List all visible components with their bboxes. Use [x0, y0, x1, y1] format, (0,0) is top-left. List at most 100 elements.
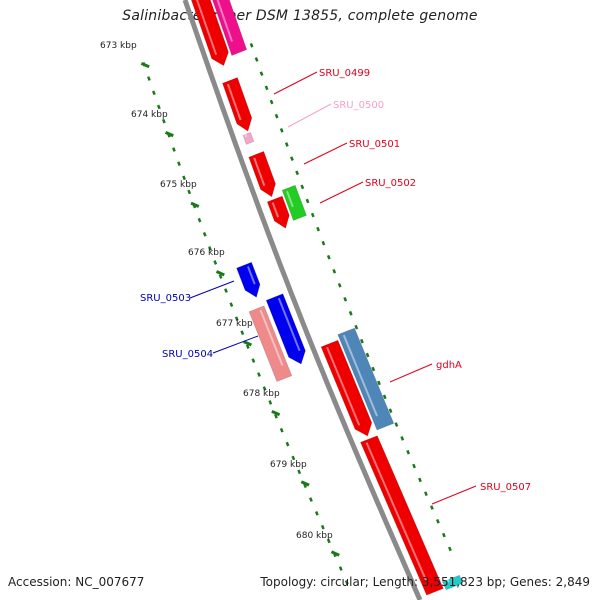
outer-dot [312, 213, 313, 217]
ruler-dot [322, 525, 323, 529]
leader-line [274, 72, 317, 94]
ruler-dot [220, 275, 221, 279]
outer-dot [256, 58, 257, 62]
outer-dot [344, 297, 345, 301]
ruler-ticks [141, 63, 339, 555]
outer-dot [271, 100, 272, 104]
ruler-dot [287, 442, 288, 446]
ruler-tick [216, 272, 224, 275]
gene-label-sru-0504[interactable]: SRU_0504 [162, 349, 213, 360]
ruler-dot [340, 567, 341, 571]
outer-dot [302, 185, 303, 189]
ruler-label-678: 678 kbp [243, 389, 280, 399]
outer-dot [402, 437, 403, 441]
gene-label-sru-0501[interactable]: SRU_0501 [349, 139, 400, 150]
ruler-dot [275, 414, 276, 418]
outer-dot [323, 241, 324, 245]
ruler-dot [188, 190, 189, 194]
outer-dot [396, 423, 397, 427]
ruler-label-675: 675 kbp [160, 180, 197, 190]
outer-dot [425, 492, 426, 496]
accession-text: Accession: NC_007677 [8, 575, 144, 589]
outer-dot [281, 128, 282, 132]
ruler-dot [178, 162, 179, 166]
ruler-dot [310, 498, 311, 502]
gene-label-sru-0502[interactable]: SRU_0502 [365, 178, 416, 189]
ruler-tick [301, 482, 309, 485]
genome-backbone [185, 0, 420, 600]
outer-dot [413, 464, 414, 468]
ruler-dot [199, 218, 200, 222]
ruler-dot [158, 105, 159, 109]
ruler-label-676: 676 kbp [188, 248, 225, 258]
gene-label-sru-0507[interactable]: SRU_0507 [480, 482, 531, 493]
ruler-dot [173, 148, 174, 152]
ruler-tick [141, 63, 149, 66]
gene-label-gdha[interactable]: gdhA [436, 360, 462, 371]
leader-line [390, 364, 432, 382]
outer-dot [361, 339, 362, 343]
ruler-label-673: 673 kbp [100, 41, 137, 51]
ruler-dot [153, 91, 154, 95]
outer-dot [367, 353, 368, 357]
ruler-dot [231, 303, 232, 307]
ruler-dot [270, 401, 271, 405]
ruler-dot [298, 470, 299, 474]
outer-dot [317, 227, 318, 231]
outer-dot [373, 367, 374, 371]
outer-dot [443, 533, 444, 537]
gene-label-sru-0503[interactable]: SRU_0503 [140, 293, 191, 304]
ruler-dot [215, 261, 216, 265]
ruler-tick [191, 203, 199, 206]
ruler-dot [258, 373, 259, 377]
leader-line [190, 281, 234, 298]
gene-features [191, 0, 463, 595]
ruler-dot [253, 359, 254, 363]
ruler-dot [281, 428, 282, 432]
outer-dot [431, 506, 432, 510]
outer-dot [437, 519, 438, 523]
leader-line [288, 104, 331, 127]
ruler-tick [272, 411, 280, 414]
genome-stats-text: Topology: circular; Length: 3,551,823 bp… [260, 575, 590, 589]
outer-dot [291, 157, 292, 161]
ruler-dot [242, 331, 243, 335]
outer-dot [307, 199, 308, 203]
ruler-dot [316, 511, 317, 515]
outer-dot [419, 478, 420, 482]
gene-sru-0507-shade [367, 443, 427, 582]
ruler-tick [331, 552, 339, 555]
outer-dot [390, 409, 391, 413]
leader-line [432, 486, 476, 504]
leader-line [304, 143, 347, 164]
outer-dot [339, 283, 340, 287]
outer-dot [286, 143, 287, 147]
outer-dot [350, 311, 351, 315]
outer-dot [328, 255, 329, 259]
ruler-label-679: 679 kbp [270, 460, 307, 470]
gene-label-sru-0500[interactable]: SRU_0500 [333, 100, 384, 111]
ruler-dot [247, 345, 248, 349]
genome-map: 673 kbp 674 kbp 675 kbp 676 kbp 677 kbp … [0, 0, 600, 600]
ruler-label-677: 677 kbp [216, 319, 253, 329]
outer-dot [296, 171, 297, 175]
ruler-label-680: 680 kbp [296, 531, 333, 541]
outer-dot [276, 114, 277, 118]
ruler-dot [225, 289, 226, 293]
outer-dot [378, 381, 379, 385]
outer-dot [384, 395, 385, 399]
outer-dot [356, 325, 357, 329]
ruler-tick [244, 342, 252, 345]
outer-dot [266, 86, 267, 90]
ruler-dot [204, 232, 205, 236]
ruler-dot [148, 77, 149, 81]
outer-dot [334, 269, 335, 273]
outer-dot [261, 72, 262, 76]
outer-dot [251, 43, 252, 47]
ruler-label-674: 674 kbp [131, 110, 168, 120]
gene-label-sru-0499[interactable]: SRU_0499 [319, 68, 370, 79]
ruler-tick [166, 132, 174, 135]
outer-dot [407, 450, 408, 454]
leader-line [320, 182, 363, 203]
outer-dot [449, 547, 450, 551]
